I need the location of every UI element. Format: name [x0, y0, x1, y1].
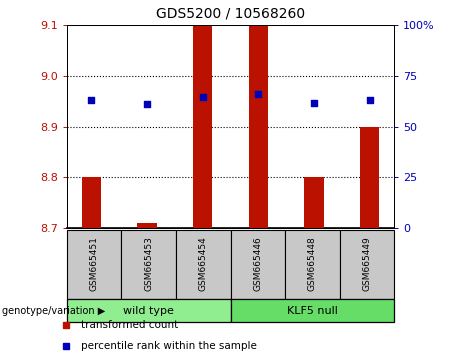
Text: transformed count: transformed count: [81, 320, 178, 330]
Bar: [360, 126, 379, 228]
Bar: [82, 177, 101, 228]
Bar: [176, 230, 230, 299]
Text: wild type: wild type: [123, 306, 174, 316]
Bar: [67, 299, 230, 322]
Text: GSM665448: GSM665448: [308, 236, 317, 291]
Bar: [137, 223, 157, 228]
Point: [199, 94, 207, 100]
Bar: [285, 230, 340, 299]
Point: [366, 97, 373, 103]
Bar: [230, 230, 285, 299]
Bar: [230, 299, 394, 322]
Text: GSM665449: GSM665449: [362, 236, 372, 291]
Bar: [248, 25, 268, 228]
Text: GSM665446: GSM665446: [253, 236, 262, 291]
Point: [88, 97, 95, 103]
Point: [143, 101, 151, 107]
Bar: [340, 230, 394, 299]
Text: GSM665454: GSM665454: [199, 236, 208, 291]
Bar: [193, 0, 213, 228]
Point: [310, 100, 318, 106]
Bar: [67, 230, 121, 299]
Text: genotype/variation ▶: genotype/variation ▶: [2, 306, 106, 316]
Text: KLF5 null: KLF5 null: [287, 306, 338, 316]
Bar: [121, 230, 176, 299]
Point: [254, 91, 262, 97]
Text: percentile rank within the sample: percentile rank within the sample: [81, 341, 257, 352]
Bar: [304, 177, 324, 228]
Text: GSM665451: GSM665451: [89, 236, 99, 291]
Title: GDS5200 / 10568260: GDS5200 / 10568260: [156, 7, 305, 21]
Text: GSM665453: GSM665453: [144, 236, 153, 291]
